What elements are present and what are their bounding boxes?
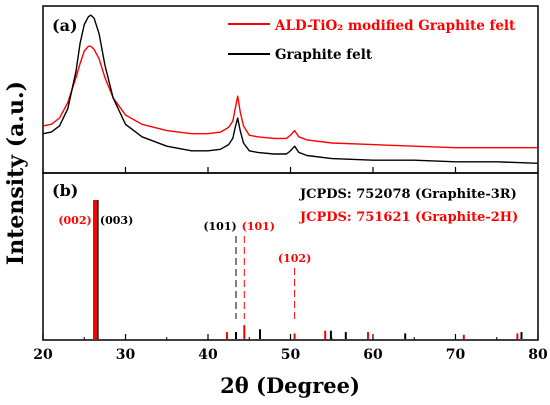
legend-jcpds-2h: JCPDS: 751621 (Graphite-2H) bbox=[299, 210, 518, 225]
panel-a-legend: ALD-TiO₂ modified Graphite felt Graphite… bbox=[228, 18, 516, 63]
x-axis: 20 30 40 50 60 70 80 bbox=[33, 167, 548, 363]
annotation-label-3: (101) bbox=[242, 220, 275, 233]
x-tick-label-1: 30 bbox=[116, 347, 136, 363]
series-line-graphite-felt bbox=[42, 14, 539, 164]
x-tick-label-2: 40 bbox=[198, 347, 218, 363]
legend-label-ald-tio2: ALD-TiO₂ modified Graphite felt bbox=[274, 18, 516, 34]
x-axis-title: 2θ (Degree) bbox=[220, 373, 360, 398]
legend-jcpds-3r: JCPDS: 752078 (Graphite-3R) bbox=[299, 187, 517, 202]
panel-a-series bbox=[42, 14, 539, 164]
series-line-ald-tio2-graphite-felt bbox=[42, 45, 538, 149]
panel-b-annotations: (002) (003) (101) (101) (102) bbox=[58, 214, 311, 319]
x-tick-label-0: 20 bbox=[33, 347, 53, 363]
x-tick-label-3: 50 bbox=[281, 347, 301, 363]
legend-label-graphite-felt: Graphite felt bbox=[275, 47, 373, 63]
annotation-label-4: (102) bbox=[278, 252, 311, 265]
annotation-label-2: (101) bbox=[203, 220, 236, 233]
x-tick-label-5: 70 bbox=[446, 347, 466, 363]
panel-b-label: (b) bbox=[52, 181, 78, 200]
annotation-label-1: (003) bbox=[100, 214, 133, 227]
panel-a-label: (a) bbox=[52, 16, 78, 35]
annotation-label-0: (002) bbox=[58, 214, 91, 227]
panel-b-bars bbox=[93, 200, 523, 339]
x-tick-label-6: 80 bbox=[528, 347, 548, 363]
x-tick-label-4: 60 bbox=[363, 347, 383, 363]
y-axis-title: Intensity (a.u.) bbox=[3, 81, 29, 265]
